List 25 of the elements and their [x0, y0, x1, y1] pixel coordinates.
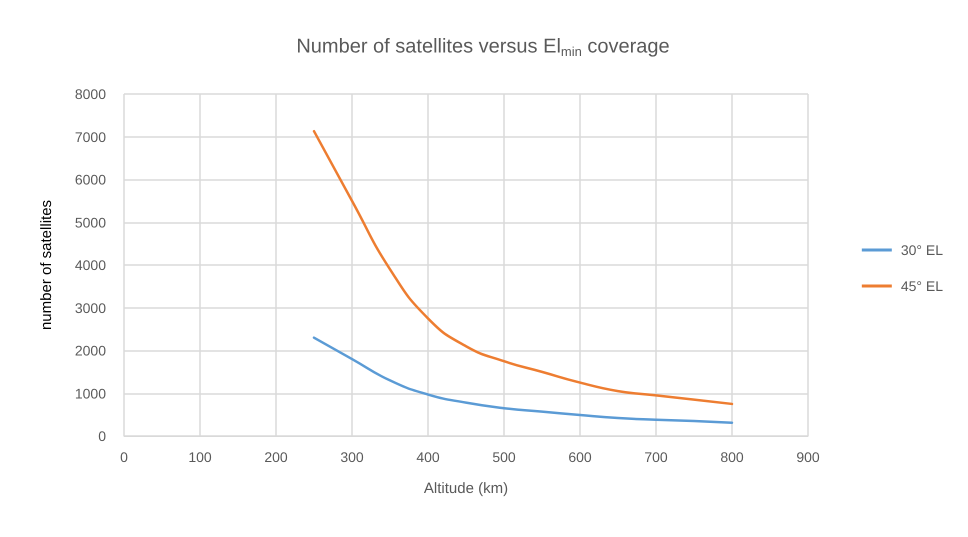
y-tick-label: 6000 [74, 172, 106, 188]
y-tick-label: 1000 [74, 385, 106, 402]
x-tick-label: 800 [720, 449, 744, 465]
x-tick-label: 600 [568, 449, 592, 465]
y-tick-label: 7000 [74, 128, 106, 145]
line-series [312, 130, 734, 406]
y-tick-label: 2000 [74, 342, 106, 358]
x-tick-label: 900 [796, 449, 820, 465]
y-tick-label: 0 [98, 428, 106, 444]
x-axis-title: Altitude (km) [424, 480, 508, 497]
x-tick-label: 100 [188, 449, 212, 465]
y-tick-label: 8000 [74, 86, 106, 102]
y-axis-title: number of satellites [38, 200, 55, 330]
x-tick-label: 0 [120, 449, 128, 465]
y-tick-label: 3000 [74, 300, 106, 316]
y-tick-label: 5000 [74, 214, 106, 230]
x-tick-label: 500 [492, 449, 516, 465]
x-tick-label: 300 [340, 449, 364, 465]
x-tick-label: 200 [264, 449, 288, 465]
x-tick-label: 400 [416, 449, 440, 465]
legend-label: 45° EL [900, 278, 944, 294]
line-series [312, 336, 734, 424]
legend-label: 30° EL [900, 242, 944, 258]
y-tick-label: 4000 [74, 257, 106, 273]
x-tick-label: 700 [644, 449, 668, 465]
